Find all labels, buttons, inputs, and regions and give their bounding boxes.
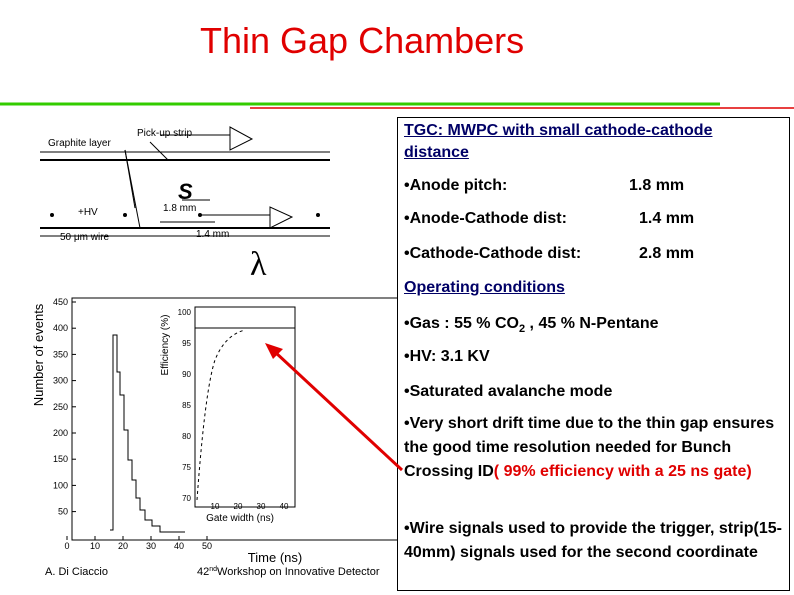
- drift-line: •Very short drift time due to the thin g…: [404, 412, 789, 484]
- y-tick-label: 150: [53, 454, 68, 464]
- wire-line: •Wire signals used to provide the trigge…: [404, 520, 782, 561]
- footer-event-text: Workshop on Innovative Detector: [217, 566, 380, 578]
- footer-event: 42ndWorkshop on Innovative Detector: [197, 566, 380, 578]
- inset-y-label: Efficiency (%): [160, 315, 171, 376]
- schematic-label: Graphite layer: [48, 138, 111, 149]
- x-axis-label: Time (ns): [248, 550, 302, 565]
- y-tick-label: 100: [53, 480, 68, 490]
- schematic-label: 1.8 mm: [163, 203, 196, 214]
- schematic-label: 50 μm wire: [60, 232, 110, 243]
- schematic-label: Pick-up strip: [137, 128, 192, 139]
- y-tick-label: 350: [53, 349, 68, 359]
- x-tick-label: 20: [118, 541, 128, 551]
- schematic-label: 1.4 mm: [196, 229, 229, 240]
- inset-y-tick-label: 85: [182, 401, 191, 410]
- y-tick-label: 200: [53, 428, 68, 438]
- mode-line: •Saturated avalanche mode: [404, 383, 613, 400]
- spec-value: 1.8 mm: [629, 177, 685, 194]
- histogram: [110, 334, 185, 533]
- title: Thin Gap Chambers: [200, 20, 525, 61]
- y-tick-label: 300: [53, 376, 68, 386]
- inset-y-tick-label: 80: [182, 432, 191, 441]
- inset-x-tick-label: 30: [257, 502, 266, 511]
- inset-y-tick-label: 70: [182, 494, 191, 503]
- y-tick-label: 250: [53, 402, 68, 412]
- inset-frame: [194, 306, 296, 508]
- inset-x-tick-label: 10: [211, 502, 220, 511]
- gas-text: , 45 % N-Pentane: [525, 315, 659, 332]
- plot: Number of events Time (ns) Efficiency (%…: [31, 297, 413, 565]
- hv-line: •HV: 3.1 KV: [404, 348, 490, 365]
- s-symbol: S: [178, 179, 193, 204]
- spec-label: •Anode-Cathode dist:: [404, 210, 567, 227]
- inset-x-tick-label: 40: [280, 502, 289, 511]
- spec-value: 2.8 mm: [639, 245, 695, 262]
- x-tick-label: 0: [64, 541, 69, 551]
- text-box: TGC: MWPC with small cathode-cathode dis…: [397, 117, 790, 591]
- gas-text: •Gas : 55 % CO: [404, 315, 519, 332]
- footer-event-num: 42: [197, 566, 209, 578]
- y-axis-label: Number of events: [31, 303, 46, 406]
- inset-x-label: Gate width (ns): [206, 513, 274, 524]
- schematic: [40, 126, 330, 237]
- conditions-heading: Operating conditions: [404, 279, 565, 296]
- spec-label: •Anode pitch:: [404, 177, 508, 194]
- x-tick-label: 10: [90, 541, 100, 551]
- y-tick-label: 400: [53, 323, 68, 333]
- inset-y-tick-label: 90: [182, 370, 191, 379]
- drift-red: ( 99% efficiency with a 25 ns gate): [493, 463, 752, 480]
- x-tick-label: 50: [202, 541, 212, 551]
- efficiency-curve: [196, 329, 246, 501]
- inset-x-tick-label: 20: [234, 502, 243, 511]
- box-heading: TGC: MWPC with small cathode-cathode dis…: [404, 122, 713, 161]
- x-tick-label: 30: [146, 541, 156, 551]
- spec-label: •Cathode-Cathode dist:: [404, 245, 582, 262]
- drift-text: •Very short drift time due to the thin g…: [404, 415, 775, 480]
- inset-y-tick-label: 95: [182, 339, 191, 348]
- x-tick-label: 40: [174, 541, 184, 551]
- footer-event-sup: nd: [209, 566, 217, 573]
- gas-sub: 2: [518, 323, 526, 336]
- y-tick-label: 450: [53, 297, 68, 307]
- lambda-symbol: λ: [250, 246, 267, 283]
- footer-author: A. Di Ciaccio: [45, 566, 108, 578]
- y-tick-label: 50: [58, 507, 68, 517]
- inset-y-tick-label: 75: [182, 463, 191, 472]
- inset-y-tick-label: 100: [178, 308, 192, 317]
- spec-value: 1.4 mm: [639, 210, 695, 227]
- gas-line: •Gas : 55 % CO2 , 45 % N-Pentane: [404, 312, 658, 341]
- schematic-label: +HV: [78, 207, 98, 218]
